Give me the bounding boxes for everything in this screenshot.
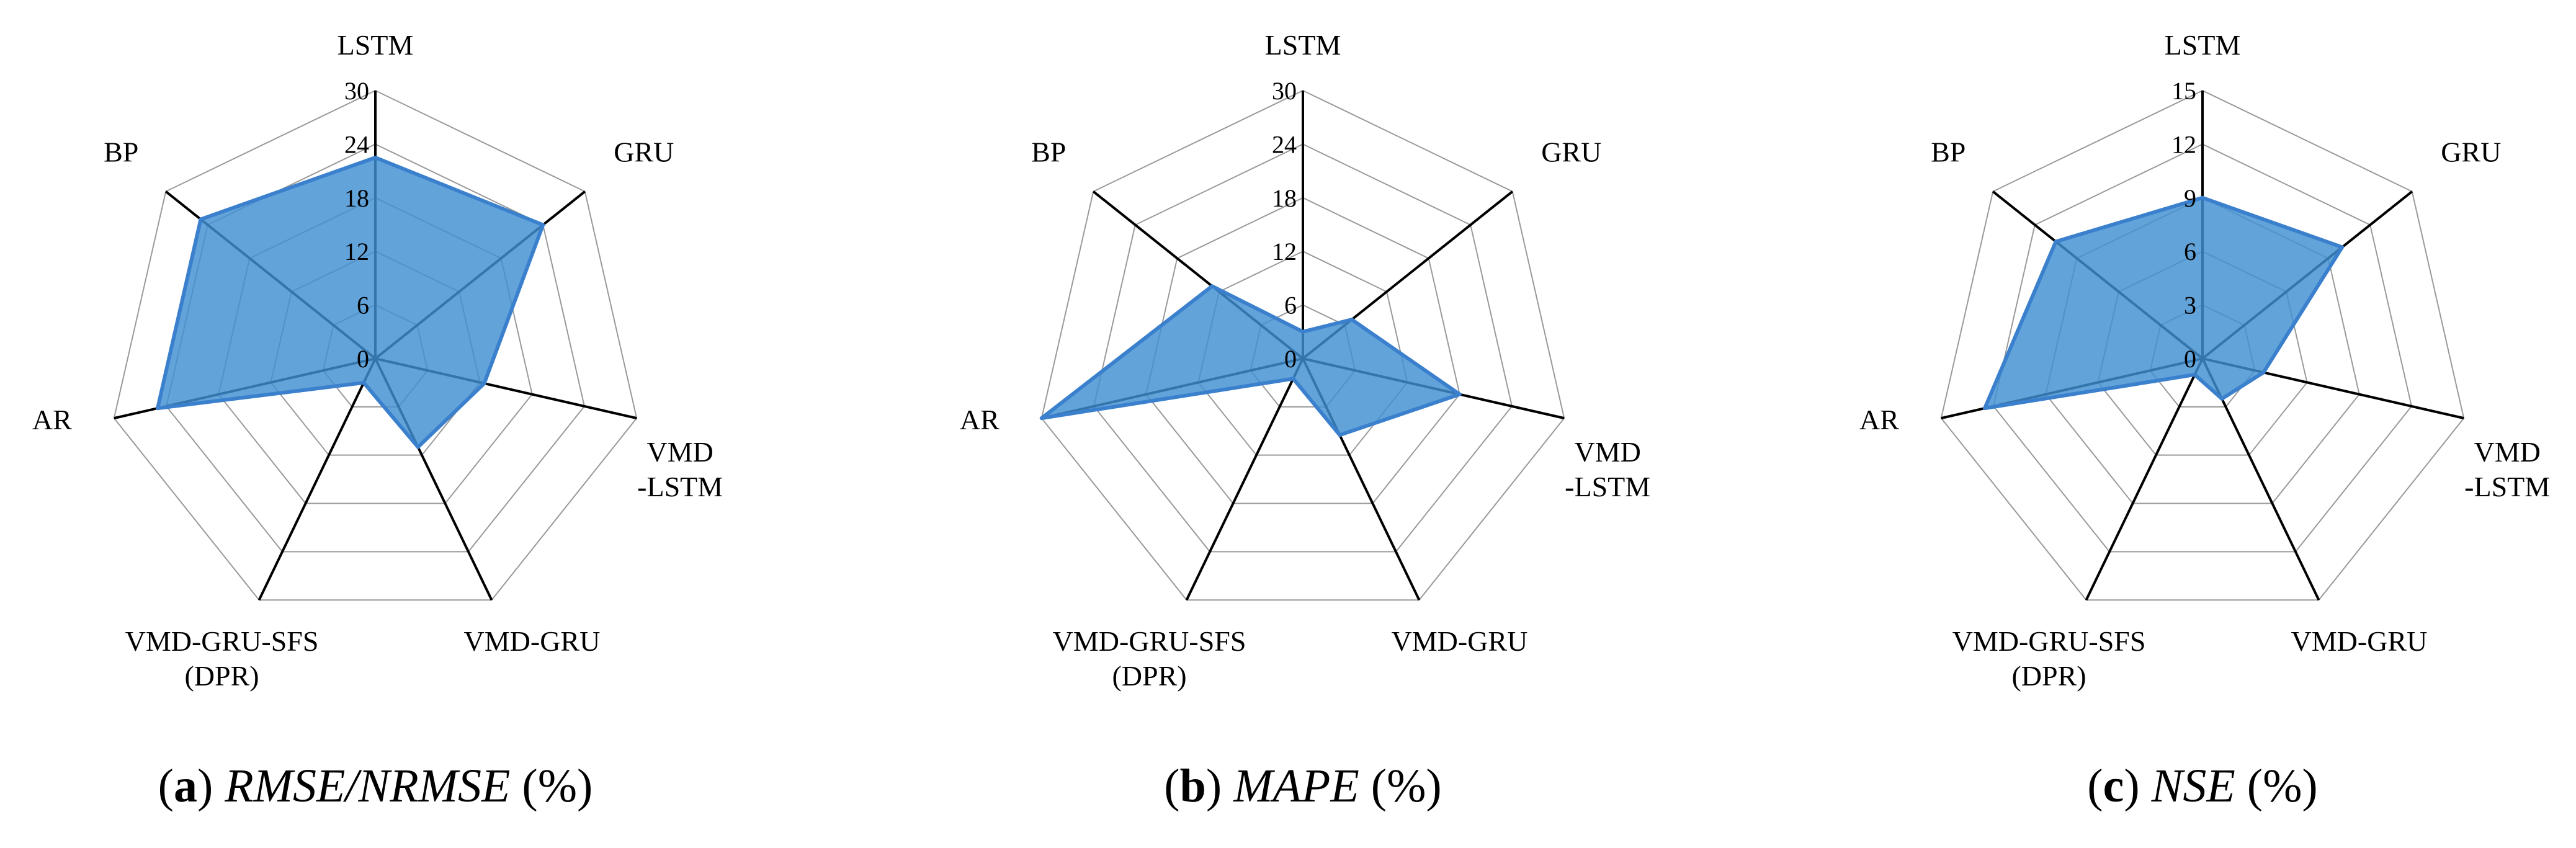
data-point	[156, 406, 159, 410]
axis-label: VMD-GRU	[1392, 625, 1528, 657]
axis-label: BP	[1031, 136, 1066, 168]
axis-label: VMD-GRU-SFS (DPR)	[1053, 625, 1246, 692]
axis-spoke	[1187, 359, 1303, 600]
axis-label: VMD -LSTM	[637, 436, 723, 502]
axis-label: VMD -LSTM	[2464, 436, 2550, 502]
data-point	[416, 445, 420, 449]
axis-label: AR	[32, 404, 72, 435]
series-area	[1985, 198, 2342, 408]
tick-label: 12	[344, 238, 369, 266]
tick-label: 0	[2184, 345, 2196, 373]
axis-label: VMD-GRU-SFS (DPR)	[125, 625, 319, 692]
axis-label: BP	[104, 136, 138, 168]
data-point	[1301, 330, 1305, 334]
tick-label: 18	[1272, 184, 1297, 212]
tick-label: 24	[1272, 130, 1297, 158]
data-point	[1291, 377, 1295, 380]
tick-label: 0	[1284, 345, 1297, 373]
tick-label: 18	[344, 184, 369, 212]
tick-label: 0	[357, 345, 369, 373]
tick-label: 6	[1284, 292, 1297, 319]
axis-label: GRU	[2441, 136, 2501, 168]
axis-label: AR	[960, 404, 1000, 435]
data-point	[362, 381, 365, 385]
axis-label: VMD-GRU	[464, 625, 601, 657]
data-point	[2054, 239, 2058, 243]
data-point	[1458, 393, 1462, 396]
tick-label: 30	[344, 77, 369, 105]
axis-label: BP	[1931, 136, 1966, 168]
chart-caption: (c) NSE (%)	[2087, 760, 2317, 812]
axis-label: VMD-GRU	[2291, 625, 2428, 657]
data-point	[1350, 318, 1354, 321]
data-point	[1040, 416, 1044, 420]
data-point	[1210, 284, 1214, 288]
tick-label: 12	[2171, 130, 2196, 158]
tick-label: 30	[1272, 77, 1297, 105]
axis-label: GRU	[614, 136, 674, 168]
tick-label: 6	[2184, 238, 2196, 266]
radar-chart-c: 0 3 6 9 12 15 LSTM GRU VMD -LSTM VMD-GRU VMD-GRU-SF…	[1859, 29, 2550, 812]
tick-label: 12	[1272, 238, 1297, 266]
axis-label: LSTM	[2165, 29, 2241, 61]
axis-label: AR	[1859, 404, 1899, 435]
data-point	[2340, 245, 2344, 249]
radar-chart-b: 0 6 12 18 24 30 LSTM GRU VMD -LSTM VMD-GRU VMD-GRU-…	[960, 29, 1650, 812]
axis-label: LSTM	[338, 29, 414, 61]
tick-label: 15	[2171, 77, 2196, 105]
tick-label: 9	[2184, 184, 2196, 212]
axis-label: VMD-GRU-SFS (DPR)	[1952, 625, 2146, 692]
chart-caption: (b) MAPE (%)	[1164, 760, 1441, 812]
data-point	[482, 382, 486, 385]
tick-label: 3	[2184, 292, 2196, 319]
axis-label: GRU	[1541, 136, 1601, 168]
chart-caption: (a) RMSE/NRMSE (%)	[158, 760, 593, 812]
radar-chart-a: 0 6 12 18 24 30 LSTM GRU VMD -LSTM VMD-GRU VMD-GRU-…	[32, 29, 723, 812]
data-point	[1338, 433, 1341, 437]
data-point	[373, 156, 377, 159]
data-point	[2193, 373, 2197, 377]
data-point	[2261, 370, 2265, 374]
tick-label: 6	[357, 292, 369, 319]
axis-spoke	[2086, 359, 2203, 600]
data-point	[199, 218, 203, 221]
data-point	[1983, 406, 1987, 410]
data-point	[2220, 397, 2224, 401]
axis-label: LSTM	[1265, 29, 1341, 61]
axis-label: VMD -LSTM	[1565, 436, 1650, 502]
data-point	[2201, 196, 2204, 200]
data-point	[541, 223, 545, 227]
tick-label: 24	[344, 130, 369, 158]
